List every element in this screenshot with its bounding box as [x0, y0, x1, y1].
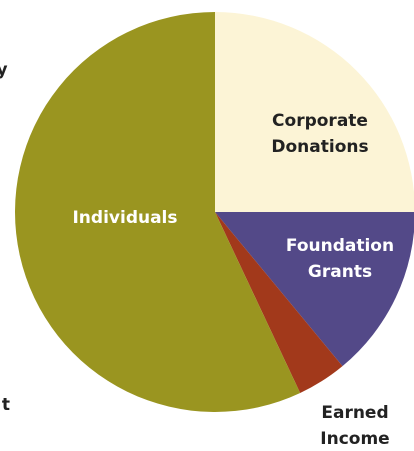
slice — [215, 12, 414, 212]
annotation: t — [1, 395, 11, 415]
label: Corporate Donations — [271, 111, 369, 157]
slice — [215, 212, 343, 393]
label: Earned Income — [320, 403, 390, 449]
label: Individuals — [72, 208, 178, 228]
slice — [215, 212, 414, 367]
annotation: y — [0, 60, 8, 80]
slice — [14, 12, 301, 412]
label: Foundation Grants — [285, 236, 395, 282]
